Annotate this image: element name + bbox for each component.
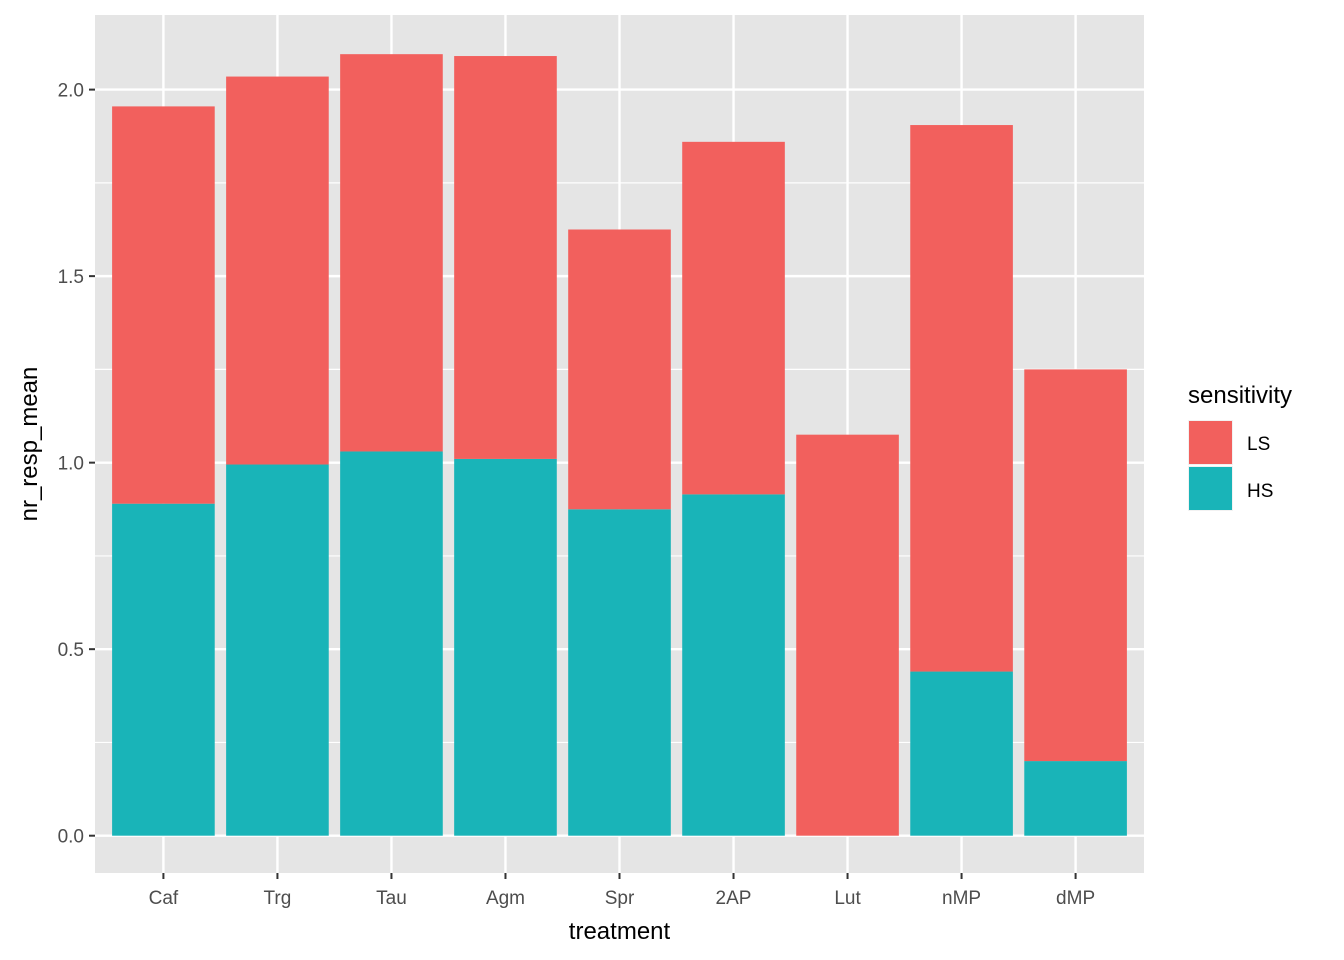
y-axis-title: nr_resp_mean	[16, 367, 43, 522]
bar-hs-agm	[454, 458, 557, 836]
bar-ls-caf	[112, 106, 215, 504]
y-tick-label: 1.0	[58, 454, 84, 475]
x-tick-label: Tau	[376, 888, 407, 909]
x-axis-title: treatment	[569, 918, 671, 945]
legend-label-hs: HS	[1247, 481, 1273, 502]
y-tick-label: 0.5	[58, 640, 84, 661]
y-tick-label: 1.5	[58, 267, 84, 288]
bar-hs-nmp	[910, 671, 1013, 836]
bar-ls-2ap	[682, 141, 785, 495]
bar-hs-2ap	[682, 494, 785, 836]
bar-hs-trg	[226, 464, 329, 836]
legend-swatch-ls	[1189, 421, 1232, 464]
x-tick-label: dMP	[1056, 888, 1095, 909]
x-tick-label: 2AP	[716, 888, 752, 909]
x-tick-label: Caf	[149, 888, 179, 909]
bar-ls-nmp	[910, 125, 1013, 672]
x-tick-label: nMP	[942, 888, 981, 909]
legend: sensitivity LS HS	[1188, 382, 1292, 511]
bar-ls-spr	[568, 229, 671, 510]
bar-ls-trg	[226, 76, 329, 465]
bars-group	[112, 54, 1127, 836]
bar-hs-tau	[340, 451, 443, 836]
bar-ls-lut	[796, 434, 899, 836]
legend-title: sensitivity	[1188, 382, 1292, 409]
x-axis: Caf Trg Tau Agm Spr 2AP Lut nMP dMP	[149, 873, 1095, 909]
y-tick-label: 2.0	[58, 81, 84, 102]
x-tick-label: Trg	[264, 888, 292, 909]
bar-hs-spr	[568, 509, 671, 836]
bar-ls-agm	[454, 56, 557, 459]
bar-hs-caf	[112, 503, 215, 836]
x-tick-label: Agm	[486, 888, 525, 909]
x-tick-label: Lut	[834, 888, 861, 909]
y-axis: 0.0 0.5 1.0 1.5 2.0	[58, 81, 95, 848]
bar-hs-dmp	[1024, 761, 1127, 836]
legend-label-ls: LS	[1247, 434, 1270, 455]
legend-swatch-hs	[1189, 467, 1232, 510]
y-tick-label: 0.0	[58, 827, 84, 848]
bar-ls-dmp	[1024, 369, 1127, 762]
bar-ls-tau	[340, 54, 443, 452]
x-tick-label: Spr	[605, 888, 635, 909]
